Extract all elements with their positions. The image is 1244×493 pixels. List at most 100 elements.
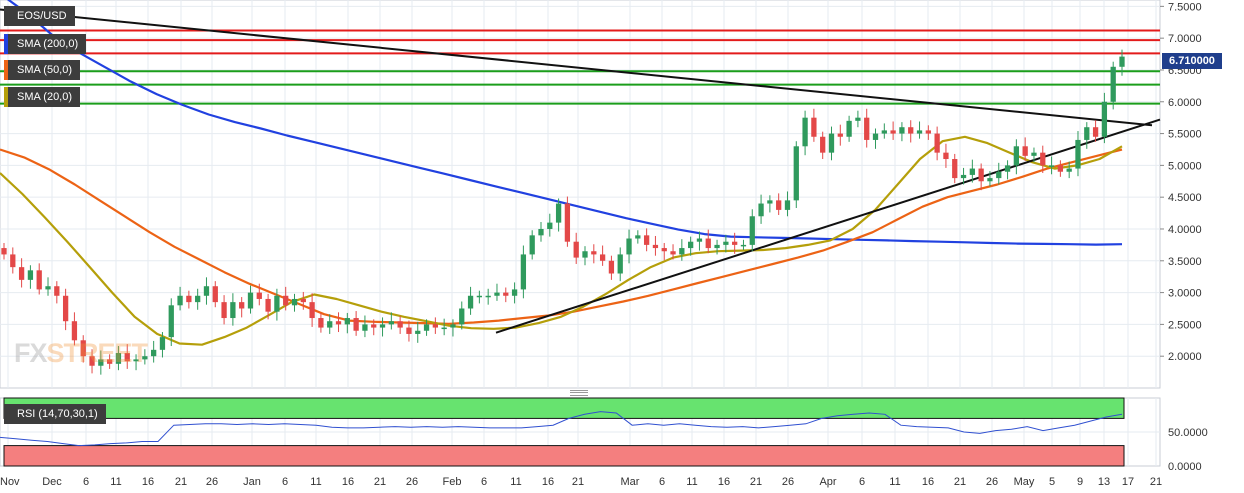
candle-body [828,133,835,153]
x-tick-label: 13 [1098,476,1110,488]
candle-body [1084,127,1090,140]
x-tick-label: 26 [406,476,418,488]
trendline-descending [0,8,1153,127]
sma-line-0 [6,0,1123,246]
candle-body [1092,127,1099,137]
x-tick-label: Nov [0,476,20,488]
candle-body [1110,66,1116,102]
pane-splitter[interactable] [570,390,588,396]
candle-body [952,159,958,179]
pair-label[interactable]: EOS/USD [4,6,75,26]
candle-body [1,248,7,255]
candle-body [1066,168,1072,172]
candle-body [159,337,166,350]
rsi-y-tick-label: 50.0000 [1168,427,1208,439]
candle-body [371,324,377,328]
candle-body [1057,165,1064,172]
candle-body [397,321,403,328]
candle-body [820,136,826,153]
x-tick-label: 9 [1077,476,1083,488]
candle-body [318,318,324,328]
candle-body [27,270,34,280]
candle-body [749,216,755,245]
candle-body [441,327,447,330]
candle-body [934,133,940,153]
candle-body [740,244,747,247]
last-price-tag: 6.710000 [1162,53,1222,69]
candle-body [203,286,210,296]
candle-body [230,302,236,319]
candle-body [538,228,544,236]
sma20-label[interactable]: SMA (20,0) [4,87,81,107]
sma50-swatch [4,60,8,80]
candle-body [767,200,773,204]
candle-body [362,324,368,331]
x-tick-label: 26 [206,476,218,488]
candle-body [432,324,438,328]
candle-body [511,289,518,296]
x-tick-label: 26 [782,476,794,488]
candle-body [793,146,799,201]
candle-body [1048,165,1055,167]
y-tick-label: 6.0000 [1168,97,1202,109]
candle-body [98,359,104,366]
candle-body [573,241,579,258]
grid-layer [0,0,1161,467]
candle-body [987,178,993,182]
x-tick-label: 6 [83,476,89,488]
candle-body [327,321,333,328]
candle-body [406,327,412,334]
x-tick-label: 6 [659,476,665,488]
candle-body [1101,101,1108,137]
x-tick-label: Dec [42,476,62,488]
x-tick-label: 21 [750,476,762,488]
candle-body [996,171,1002,179]
x-tick-label: 16 [142,476,154,488]
candle-body [54,286,60,296]
candle-body [978,168,984,182]
sma200-label-text: SMA (200,0) [17,38,79,50]
x-tick-label: Feb [443,476,462,488]
sma20-label-text: SMA (20,0) [17,91,73,103]
rsi-line [0,411,1123,447]
candle-body [212,286,218,303]
x-tick-label: 6 [481,476,487,488]
y-tick-label: 2.0000 [1168,351,1202,363]
candle-body [617,254,623,274]
candle-body [608,260,615,274]
candle-body [503,292,509,296]
x-tick-label: 21 [954,476,966,488]
y-tick-label: 7.0000 [1168,33,1202,45]
rsi-y-tick-label: 0.0000 [1168,461,1202,473]
candle-body [106,359,113,364]
watermark-main: FX [14,338,48,368]
candle-body [811,117,817,137]
rsi-label[interactable]: RSI (14,70,30,1) [4,404,106,424]
candle-body [89,356,95,366]
candle-body [177,295,183,306]
candle-body [1119,56,1125,67]
x-tick-label: 16 [922,476,934,488]
candle-body [591,251,597,255]
candle-layer [1,49,1125,375]
candle-body [802,117,808,147]
x-tick-label: 11 [889,476,900,488]
candle-body [18,267,25,280]
candle-body [855,117,861,121]
axis-layer: 7.50007.00006.50006.00005.50005.00004.50… [0,1,1208,488]
y-tick-label: 5.5000 [1168,129,1202,141]
sma200-label[interactable]: SMA (200,0) [4,34,87,54]
candle-body [379,324,386,328]
candle-body [864,117,870,140]
x-tick-label: 16 [342,476,354,488]
sma50-label[interactable]: SMA (50,0) [4,60,81,80]
candle-body [450,324,456,328]
x-tick-label: 21 [1150,476,1162,488]
candle-body [688,241,694,249]
candle-body [679,248,685,255]
trendline-ascending [495,118,1161,334]
y-tick-label: 3.0000 [1168,288,1202,300]
candle-body [485,295,491,298]
watermark-accent: STREET [46,338,149,368]
